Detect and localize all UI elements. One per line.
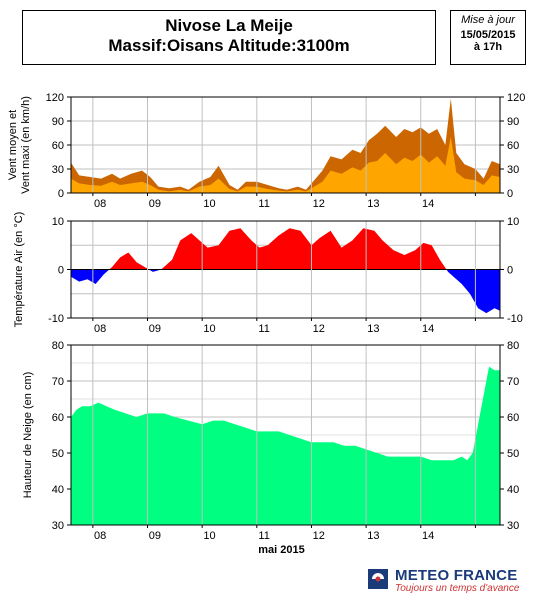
x-tick-label: 08 <box>94 323 106 335</box>
y-tick-label-left: 50 <box>52 448 64 460</box>
temp-ylabel: Température Air (en °C) <box>13 212 25 328</box>
x-tick-label: 11 <box>258 198 269 210</box>
y-tick-label-right: 50 <box>507 448 519 460</box>
y-tick-label-left: 10 <box>52 216 64 228</box>
x-tick-label: 08 <box>94 198 106 210</box>
y-tick-label-left: 30 <box>52 164 64 176</box>
x-tick-label: 13 <box>367 530 379 542</box>
y-tick-label-left: 0 <box>58 188 64 200</box>
temp-negative-area <box>71 269 500 314</box>
logo-slogan: Toujours un temps d'avance <box>395 583 520 594</box>
temp-positive-area <box>71 228 500 270</box>
x-tick-label: 09 <box>149 198 161 210</box>
wind-ylabel-line2: Vent maxi (en km/h) <box>20 96 32 194</box>
x-axis-label: mai 2015 <box>258 544 304 556</box>
wind-ylabel-line1: Vent moyen et <box>7 110 19 180</box>
y-tick-label-left: -10 <box>48 313 64 325</box>
x-tick-label: 13 <box>367 323 379 335</box>
x-tick-label: 10 <box>203 198 215 210</box>
y-tick-label-right: 80 <box>507 340 519 352</box>
x-tick-label: 08 <box>94 530 106 542</box>
y-tick-label-right: 120 <box>507 92 525 104</box>
snow-depth-area <box>71 366 500 525</box>
panel-3-frame <box>70 344 501 526</box>
y-tick-label-left: 90 <box>52 116 64 128</box>
x-tick-label: 14 <box>422 323 434 335</box>
y-tick-label-right: 30 <box>507 520 519 532</box>
y-tick-label-left: 120 <box>46 92 64 104</box>
x-tick-label: 12 <box>313 198 325 210</box>
y-tick-label-left: 80 <box>52 340 64 352</box>
update-hour: à 17h <box>473 41 503 53</box>
y-tick-label-left: 70 <box>52 376 64 388</box>
x-tick-label: 10 <box>203 530 215 542</box>
y-tick-label-right: 0 <box>507 188 513 200</box>
y-tick-label-right: -10 <box>507 313 523 325</box>
x-tick-label: 13 <box>367 198 379 210</box>
y-tick-label-right: 70 <box>507 376 519 388</box>
meteo-france-logo: METEO FRANCE Toujours un temps d'avance <box>368 567 534 594</box>
x-tick-label: 09 <box>149 530 161 542</box>
update-label: Mise à jour <box>461 14 515 26</box>
y-tick-label-right: 10 <box>507 216 519 228</box>
y-tick-label-right: 60 <box>507 412 519 424</box>
update-box: Mise à jour 15/05/2015 à 17h <box>450 10 526 65</box>
x-tick-label: 12 <box>313 323 325 335</box>
update-date: 15/05/2015 <box>460 29 516 41</box>
x-tick-label: 14 <box>422 198 434 210</box>
wind-mean-area <box>71 137 500 193</box>
x-tick-label: 10 <box>203 323 215 335</box>
logo-name: METEO FRANCE <box>395 567 518 584</box>
snow-ylabel: Hauteur de Neige (en cm) <box>22 372 34 499</box>
x-tick-label: 09 <box>149 323 161 335</box>
meteo-france-mark-icon <box>368 569 388 589</box>
y-tick-label-left: 0 <box>58 265 64 277</box>
y-tick-label-right: 0 <box>507 265 513 277</box>
y-tick-label-left: 40 <box>52 484 64 496</box>
x-tick-label: 14 <box>422 530 434 542</box>
x-tick-label: 11 <box>258 323 269 335</box>
y-tick-label-right: 90 <box>507 116 519 128</box>
y-tick-label-left: 60 <box>52 140 64 152</box>
y-tick-label-left: 60 <box>52 412 64 424</box>
x-tick-label: 11 <box>258 530 269 542</box>
y-tick-label-left: 30 <box>52 520 64 532</box>
y-tick-label-right: 30 <box>507 164 519 176</box>
x-tick-label: 12 <box>313 530 325 542</box>
massif-altitude: Massif:Oisans Altitude:3100m <box>108 36 350 55</box>
y-tick-label-right: 40 <box>507 484 519 496</box>
chart-title-box: Nivose La Meije Massif:Oisans Altitude:3… <box>22 10 436 65</box>
y-tick-label-right: 60 <box>507 140 519 152</box>
station-name: Nivose La Meije <box>165 16 293 35</box>
